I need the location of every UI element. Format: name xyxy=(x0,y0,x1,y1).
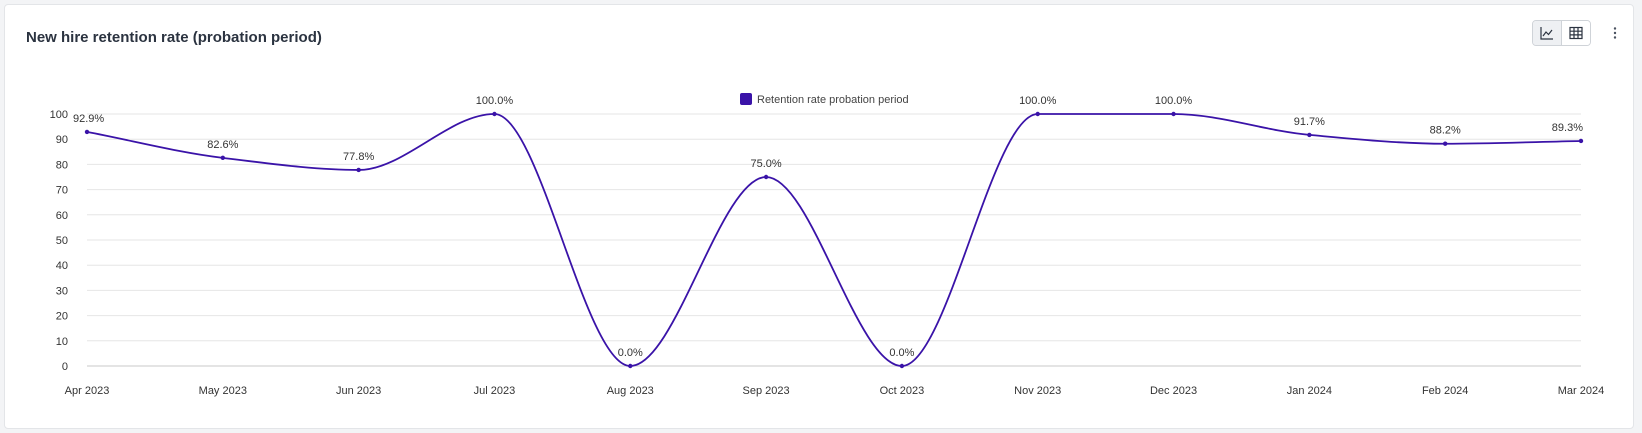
chart-card: New hire retention rate (probation perio… xyxy=(4,4,1634,429)
data-label: 0.0% xyxy=(889,347,914,359)
data-point[interactable] xyxy=(1442,141,1448,146)
data-label: 75.0% xyxy=(750,158,781,170)
x-axis-tick-labels: Apr 2023 May 2023 Jun 2023 Jul 2023 Aug 2023… xyxy=(65,385,1605,397)
y-tick-label: 70 xyxy=(56,185,68,197)
more-vertical-icon xyxy=(1613,27,1617,39)
data-point[interactable] xyxy=(492,111,497,117)
data-label: 100.0% xyxy=(1019,95,1057,107)
data-labels: 92.9% 82.6% 77.8% 100.0% 0.0% 75.0% 0.0% 100.0%… xyxy=(73,95,1583,359)
line-chart-view-button[interactable] xyxy=(1533,21,1561,45)
x-tick-label: Jun 2023 xyxy=(336,385,381,397)
x-tick-label: Sep 2023 xyxy=(743,385,790,397)
series-line xyxy=(86,113,1582,367)
x-tick-label: Feb 2024 xyxy=(1422,385,1468,397)
data-label: 89.3% xyxy=(1552,122,1583,134)
more-options-button[interactable] xyxy=(1605,21,1625,45)
data-point[interactable] xyxy=(1578,138,1584,144)
data-point[interactable] xyxy=(356,167,361,173)
x-tick-label: May 2023 xyxy=(199,385,247,397)
data-point[interactable] xyxy=(84,129,90,135)
line-chart-icon xyxy=(1540,27,1553,40)
chart-toolbar xyxy=(1532,20,1625,46)
data-point[interactable] xyxy=(628,363,633,369)
data-point[interactable] xyxy=(220,155,226,161)
data-point[interactable] xyxy=(1035,111,1040,117)
y-tick-label: 80 xyxy=(56,159,68,171)
x-tick-label: Dec 2023 xyxy=(1150,385,1197,397)
y-tick-label: 60 xyxy=(56,210,68,222)
legend-label: Retention rate probation period xyxy=(757,94,909,106)
grid-lines xyxy=(87,113,1581,367)
data-point[interactable] xyxy=(899,363,905,369)
x-tick-label: Aug 2023 xyxy=(607,385,654,397)
chart-legend[interactable]: Retention rate probation period xyxy=(740,93,909,106)
y-tick-label: 0 xyxy=(62,361,68,373)
data-label: 88.2% xyxy=(1430,125,1461,137)
x-tick-label: Jul 2023 xyxy=(474,385,516,397)
y-tick-label: 30 xyxy=(56,285,68,297)
data-point[interactable] xyxy=(1307,132,1312,138)
data-label: 91.7% xyxy=(1294,116,1325,128)
x-tick-label: Apr 2023 xyxy=(65,385,110,397)
data-label: 100.0% xyxy=(1155,95,1193,107)
y-axis-tick-labels: 0 10 20 30 40 50 60 70 80 90 100 xyxy=(50,109,68,373)
data-label: 82.6% xyxy=(207,139,238,151)
y-tick-label: 10 xyxy=(56,336,68,348)
x-tick-label: Jan 2024 xyxy=(1287,385,1332,397)
view-switcher xyxy=(1532,20,1591,46)
data-point[interactable] xyxy=(763,174,769,180)
y-tick-label: 50 xyxy=(56,235,68,247)
data-label: 92.9% xyxy=(73,113,104,125)
y-tick-label: 90 xyxy=(56,134,68,146)
x-tick-label: Nov 2023 xyxy=(1014,385,1061,397)
chart-title: New hire retention rate (probation perio… xyxy=(26,29,322,46)
data-label: 100.0% xyxy=(476,95,514,107)
x-tick-label: Mar 2024 xyxy=(1558,385,1604,397)
series-layer xyxy=(84,111,1584,369)
table-view-button[interactable] xyxy=(1561,21,1590,45)
legend-swatch xyxy=(740,93,752,105)
table-icon xyxy=(1569,26,1583,40)
y-tick-label: 100 xyxy=(50,109,68,121)
y-tick-label: 40 xyxy=(56,260,68,272)
data-label: 0.0% xyxy=(618,347,643,359)
y-tick-label: 20 xyxy=(56,311,68,323)
data-point[interactable] xyxy=(1171,111,1176,117)
x-tick-label: Oct 2023 xyxy=(880,385,925,397)
data-label: 77.8% xyxy=(343,151,374,163)
